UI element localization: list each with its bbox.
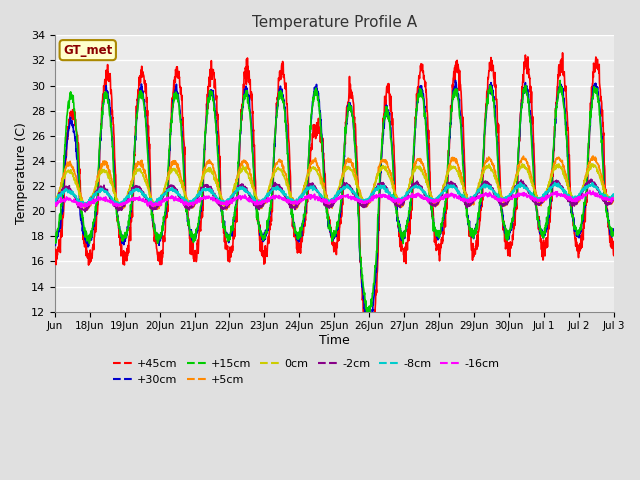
Y-axis label: Temperature (C): Temperature (C): [15, 122, 28, 225]
Title: Temperature Profile A: Temperature Profile A: [252, 15, 417, 30]
X-axis label: Time: Time: [319, 334, 349, 347]
Legend: +45cm, +30cm, +15cm, +5cm, 0cm, -2cm, -8cm, -16cm: +45cm, +30cm, +15cm, +5cm, 0cm, -2cm, -8…: [108, 355, 504, 389]
Text: GT_met: GT_met: [63, 44, 113, 57]
